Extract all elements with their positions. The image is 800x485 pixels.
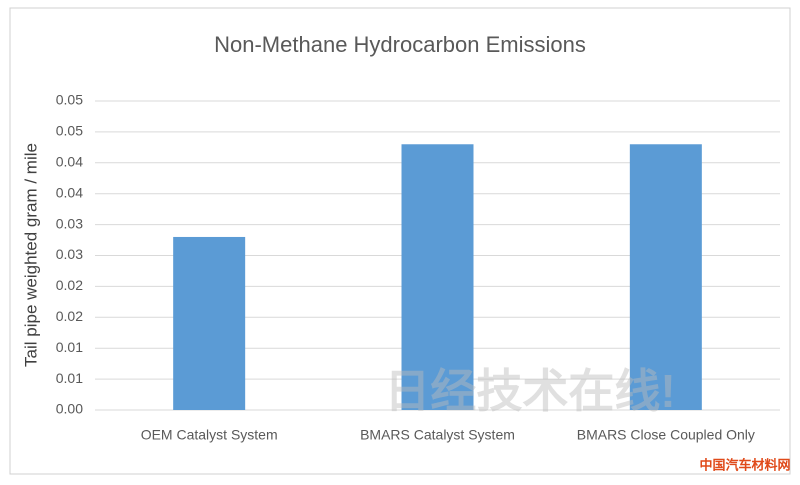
- y-tick-label: 0.02: [56, 308, 83, 324]
- y-tick-label: 0.04: [56, 184, 83, 200]
- y-tick-label: 0.04: [56, 154, 83, 170]
- y-tick-label: 0.03: [56, 246, 83, 262]
- bar: [173, 236, 246, 410]
- y-tick-label: 0.02: [56, 277, 83, 293]
- y-tick-label: 0.00: [56, 401, 83, 417]
- bar: [629, 144, 702, 410]
- y-tick-label: 0.05: [56, 92, 83, 108]
- y-tick-label: 0.01: [56, 339, 83, 355]
- watermark: 日经技术在线!: [384, 365, 675, 417]
- y-tick-label: 0.01: [56, 370, 83, 386]
- y-tick-label: 0.05: [56, 123, 83, 139]
- x-tick-label: BMARS Catalyst System: [360, 427, 515, 443]
- bar: [401, 144, 474, 410]
- y-axis-label: Tail pipe weighted gram / mile: [21, 143, 40, 367]
- logo-text: 中国汽车材料网: [699, 457, 790, 472]
- y-tick-label: 0.03: [56, 215, 83, 231]
- chart-title: Non-Methane Hydrocarbon Emissions: [214, 32, 586, 57]
- x-tick-label: BMARS Close Coupled Only: [577, 427, 755, 443]
- x-tick-label: OEM Catalyst System: [141, 427, 278, 443]
